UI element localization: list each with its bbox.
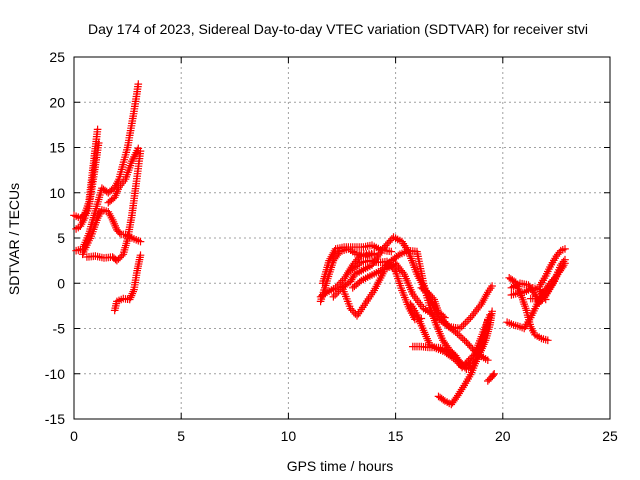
y-tick-label: 10: [49, 185, 65, 201]
plus-marker-trace: [83, 147, 145, 265]
data-series: [104, 144, 143, 207]
plus-marker-trace: [535, 245, 569, 291]
y-tick-labels: -15 -10 -5 0 5 10 15 20 25: [45, 49, 65, 427]
data-series: [110, 251, 145, 315]
data-series: [505, 274, 552, 345]
data-series: [535, 245, 569, 291]
data-marks: [70, 80, 569, 409]
plus-marker-trace: [484, 370, 498, 385]
data-series: [484, 370, 498, 385]
plot-frame: [73, 56, 611, 420]
data-series: [83, 147, 145, 265]
x-tick-label: 5: [177, 428, 185, 444]
data-series: [434, 315, 492, 409]
plus-marker-trace: [78, 206, 145, 259]
data-series: [78, 206, 145, 259]
y-tick-label: -10: [45, 366, 65, 382]
data-series: [417, 284, 449, 322]
data-series: [72, 139, 103, 233]
y-tick-label: -15: [45, 411, 65, 427]
plus-marker-trace: [104, 144, 143, 207]
plus-marker-trace: [526, 255, 569, 303]
x-tick-labels: 0 5 10 15 20 25: [70, 428, 618, 444]
y-tick-label: 25: [49, 49, 65, 65]
y-tick-label: 15: [49, 140, 65, 156]
x-tick-label: 25: [602, 428, 618, 444]
y-tick-label: 0: [57, 275, 65, 291]
x-tick-label: 10: [281, 428, 297, 444]
plus-marker-trace: [417, 284, 449, 322]
plus-marker-trace: [434, 315, 492, 409]
y-tick-label: -5: [53, 321, 66, 337]
y-tick-label: 20: [49, 94, 65, 110]
x-tick-label: 0: [70, 428, 78, 444]
plus-marker-trace: [110, 251, 145, 315]
x-axis-title: GPS time / hours: [287, 458, 394, 474]
x-tick-label: 15: [388, 428, 404, 444]
y-tick-label: 5: [57, 230, 65, 246]
grid-lines: [74, 57, 610, 419]
x-tick-label: 20: [495, 428, 511, 444]
plus-marker-trace: [72, 139, 103, 233]
data-series: [526, 255, 569, 303]
plus-marker-trace: [505, 274, 552, 345]
y-axis-title: SDTVAR / TECUs: [6, 183, 22, 295]
chart-title: Day 174 of 2023, Sidereal Day-to-day VTE…: [88, 21, 588, 37]
